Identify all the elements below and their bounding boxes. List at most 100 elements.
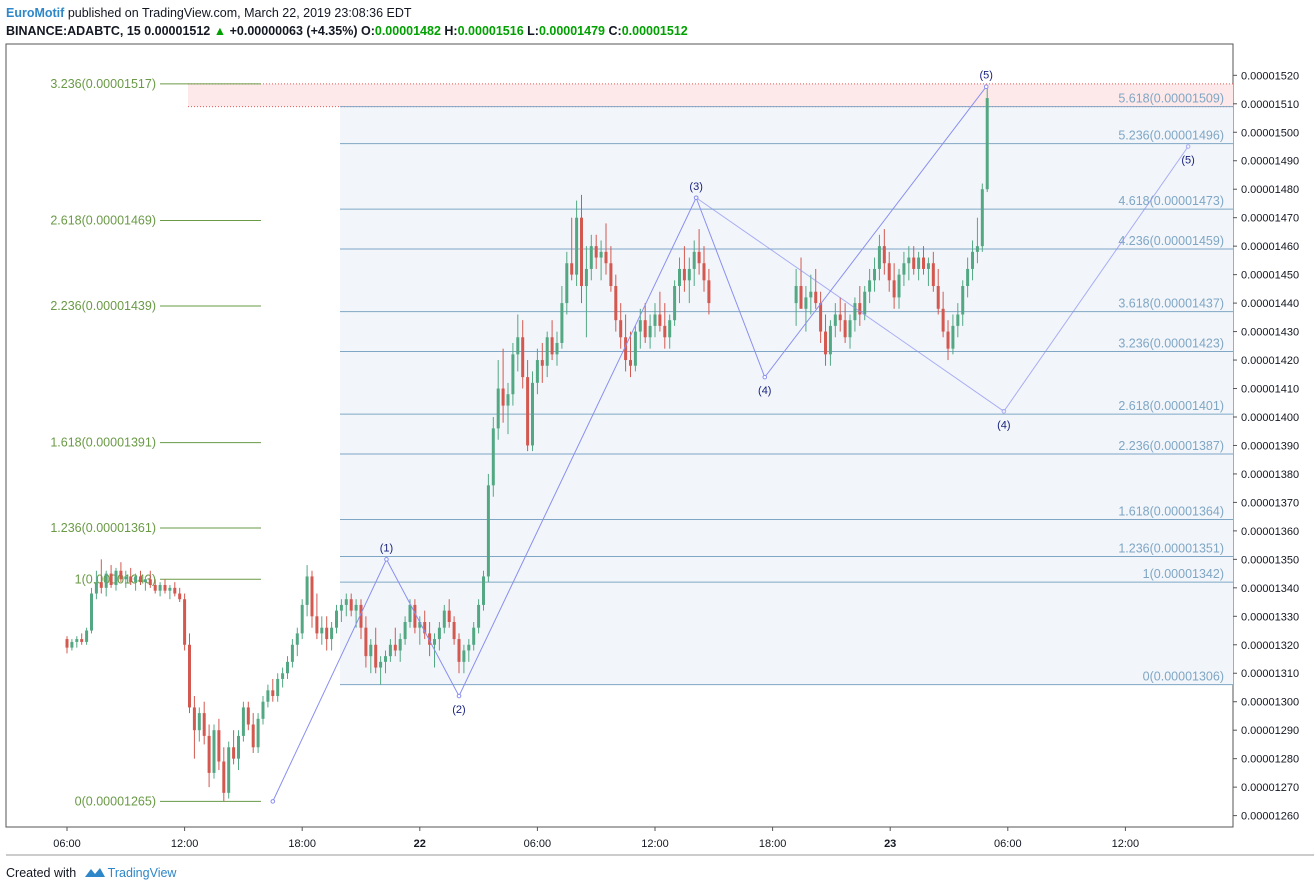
elliott-projection-label: (4) [997, 419, 1010, 431]
bearish-candle [271, 690, 275, 697]
elliott-main-label: (2) [452, 704, 465, 716]
price-tick-label: 0.00001500 [1241, 127, 1299, 139]
bullish-candle [668, 320, 672, 338]
bullish-candle [379, 661, 383, 668]
bullish-candle [462, 650, 466, 662]
fib-extension-fill [340, 106, 1233, 685]
elliott-main-point [384, 557, 389, 562]
price-tick-label: 0.00001390 [1241, 440, 1299, 452]
bullish-candle [467, 644, 471, 651]
bullish-candle [477, 604, 481, 628]
bearish-candle [148, 579, 152, 585]
bullish-candle [418, 621, 422, 628]
symbol-label: BINANCE:ADABTC, 15 [6, 24, 141, 38]
price-tick-label: 0.00001320 [1241, 640, 1299, 652]
bearish-candle [643, 320, 647, 338]
bearish-candle [457, 639, 461, 662]
bullish-candle [980, 189, 984, 247]
bullish-candle [281, 673, 285, 679]
bullish-candle [863, 291, 867, 315]
bullish-candle [516, 337, 520, 355]
bullish-candle [124, 576, 128, 580]
elliott-projection-label: (5) [1181, 155, 1194, 167]
bullish-candle [295, 633, 299, 645]
right-fib-label: 1.618(0.00001364) [1118, 504, 1224, 518]
bullish-candle [237, 735, 240, 759]
bullish-candle [398, 639, 402, 651]
bearish-candle [604, 251, 608, 264]
price-tick-label: 0.00001280 [1241, 754, 1299, 766]
bullish-candle [491, 428, 495, 486]
right-fib-label: 3.236(0.00001423) [1118, 337, 1224, 351]
bearish-candle [349, 599, 353, 611]
time-tick-label: 23 [884, 838, 896, 850]
bearish-candle [364, 627, 368, 657]
elliott-main-path [272, 86, 987, 802]
bearish-candle [188, 644, 191, 708]
bearish-candle [374, 644, 378, 668]
bullish-candle [560, 303, 564, 343]
price-tick-label: 0.00001340 [1241, 583, 1299, 595]
bullish-candle [90, 593, 93, 631]
bullish-candle [565, 263, 569, 304]
bullish-candle [227, 747, 231, 793]
price-tick-label: 0.00001270 [1241, 782, 1299, 794]
bearish-candle [325, 627, 329, 640]
time-tick-label: 12:00 [1112, 838, 1140, 850]
bullish-candle [555, 342, 559, 355]
bullish-candle [985, 98, 989, 190]
bullish-candle [241, 707, 245, 736]
bearish-candle [359, 604, 363, 628]
bearish-candle [892, 280, 896, 298]
left-fib-label: 1.618(0.00001391) [50, 436, 156, 450]
time-tick-label: 22 [414, 838, 426, 850]
elliott-projection-point [1001, 408, 1007, 414]
right-fib-label: 5.618(0.00001509) [1118, 92, 1224, 106]
bearish-candle [824, 331, 828, 355]
author-link[interactable]: EuroMotif [6, 6, 65, 20]
bearish-candle [501, 388, 505, 406]
price-tick-label: 0.00001470 [1241, 213, 1299, 225]
bearish-candle [624, 337, 628, 361]
price-tick-label: 0.00001370 [1241, 497, 1299, 509]
bullish-candle [143, 579, 147, 583]
bearish-candle [65, 639, 69, 648]
footer: Created with TradingView [6, 866, 176, 881]
bearish-candle [663, 325, 667, 338]
last-price: 0.00001512 [144, 24, 211, 38]
right-fib-label: 3.618(0.00001437) [1118, 297, 1224, 311]
bullish-candle [256, 718, 260, 748]
bearish-candle [202, 713, 206, 736]
elliott-main-point [456, 693, 462, 699]
bullish-candle [848, 320, 852, 338]
right-fib-label: 2.236(0.00001387) [1118, 439, 1224, 453]
bullish-candle [70, 641, 74, 648]
bullish-candle [531, 382, 534, 446]
price-tick-label: 0.00001380 [1241, 469, 1299, 481]
bearish-candle [109, 573, 113, 585]
tradingview-link[interactable]: TradingView [107, 866, 177, 880]
bearish-candle [413, 604, 417, 628]
bearish-candle [682, 268, 686, 281]
bearish-candle [99, 582, 103, 588]
bullish-candle [486, 485, 490, 577]
price-tick-label: 0.00001430 [1241, 327, 1299, 339]
elliott-projection-point [1185, 144, 1191, 149]
left-fib-label: 3.236(0.00001517) [50, 77, 156, 91]
price-tick-label: 0.00001400 [1241, 412, 1299, 424]
bullish-candle [134, 576, 138, 583]
bearish-candle [697, 251, 701, 264]
bullish-candle [85, 630, 89, 642]
bullish-candle [197, 713, 201, 731]
bearish-candle [882, 246, 886, 264]
price-tick-label: 0.00001290 [1241, 725, 1299, 737]
bullish-candle [678, 268, 681, 287]
bearish-candle [819, 303, 823, 332]
bullish-candle [290, 644, 294, 662]
bullish-candle [833, 314, 837, 326]
bearish-candle [619, 320, 623, 338]
bullish-candle [638, 320, 642, 332]
bullish-candle [335, 610, 338, 628]
price-tick-label: 0.00001350 [1241, 554, 1299, 566]
